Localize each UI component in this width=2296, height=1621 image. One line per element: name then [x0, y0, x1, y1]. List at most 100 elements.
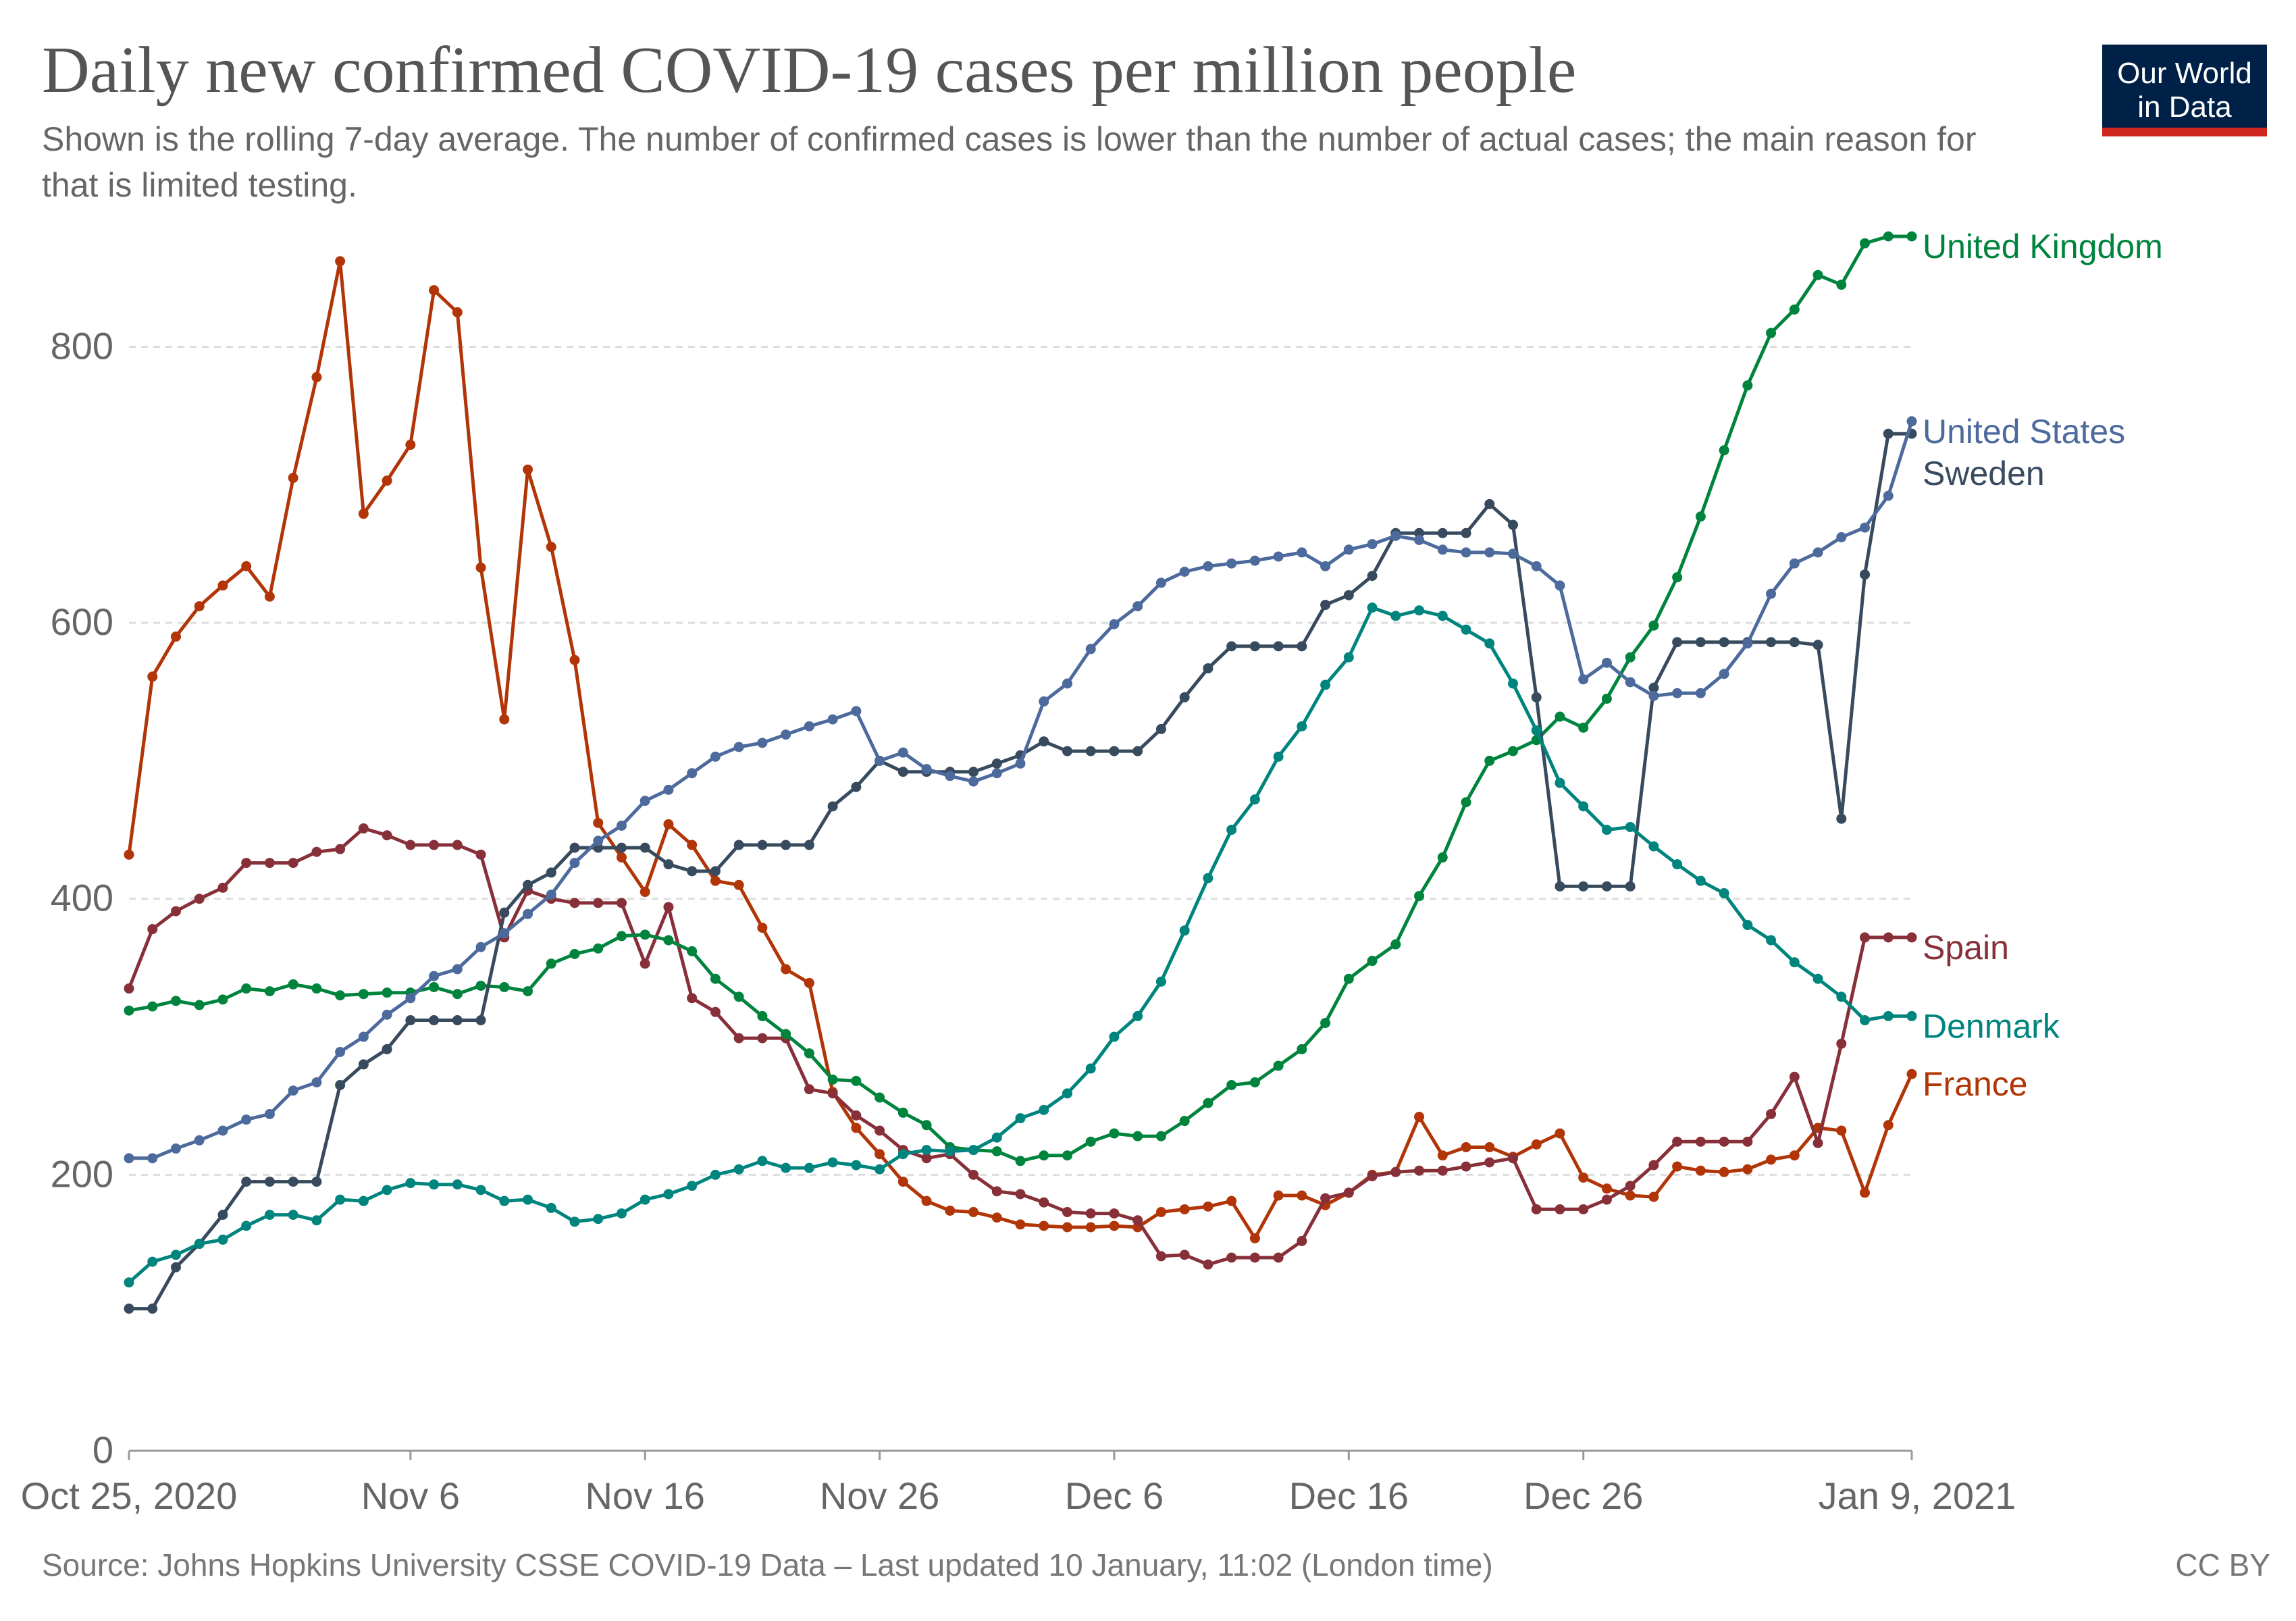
data-point-united-states[interactable] [1039, 696, 1049, 707]
data-point-denmark[interactable] [569, 1216, 580, 1227]
data-point-denmark[interactable] [1155, 976, 1166, 987]
data-point-sweden[interactable] [1766, 637, 1777, 648]
data-point-france[interactable] [1273, 1190, 1284, 1201]
data-point-france[interactable] [1531, 1139, 1542, 1150]
data-point-france[interactable] [499, 714, 510, 725]
data-point-spain[interactable] [1789, 1071, 1800, 1082]
data-point-france[interactable] [429, 285, 440, 296]
data-point-united-states[interactable] [1343, 544, 1354, 555]
data-point-united-kingdom[interactable] [1132, 1131, 1143, 1141]
data-point-france[interactable] [1155, 1207, 1166, 1218]
data-point-spain[interactable] [1367, 1170, 1378, 1181]
data-point-sweden[interactable] [1320, 600, 1331, 611]
data-point-united-states[interactable] [1789, 558, 1800, 569]
data-point-denmark[interactable] [827, 1157, 838, 1168]
data-point-spain[interactable] [1507, 1153, 1518, 1164]
series-spain[interactable] [124, 823, 1917, 1270]
data-point-france[interactable] [1578, 1172, 1589, 1183]
data-point-united-states[interactable] [991, 768, 1002, 779]
data-point-sweden[interactable] [687, 866, 698, 877]
data-point-united-states[interactable] [1836, 532, 1847, 542]
data-point-united-states[interactable] [452, 964, 463, 975]
data-point-france[interactable] [1085, 1222, 1096, 1233]
data-point-sweden[interactable] [1155, 723, 1166, 734]
data-point-france[interactable] [1015, 1219, 1026, 1230]
data-point-france[interactable] [1883, 1120, 1894, 1131]
data-point-sweden[interactable] [546, 867, 556, 878]
data-point-sweden[interactable] [1109, 746, 1120, 756]
data-point-united-states[interactable] [1109, 619, 1120, 629]
data-point-france[interactable] [170, 632, 181, 642]
data-point-united-states[interactable] [781, 729, 791, 740]
data-point-united-kingdom[interactable] [991, 1146, 1002, 1157]
data-point-spain[interactable] [1531, 1204, 1542, 1214]
data-point-united-states[interactable] [1555, 580, 1565, 591]
data-point-france[interactable] [1695, 1165, 1706, 1176]
data-point-sweden[interactable] [757, 840, 768, 850]
data-point-denmark[interactable] [405, 1178, 416, 1189]
data-point-spain[interactable] [827, 1088, 838, 1099]
data-point-united-states[interactable] [1812, 547, 1823, 558]
data-point-united-kingdom[interactable] [499, 981, 510, 992]
data-point-spain[interactable] [804, 1084, 814, 1095]
data-point-denmark[interactable] [1648, 841, 1659, 852]
data-point-france[interactable] [1249, 1233, 1260, 1243]
data-point-sweden[interactable] [1625, 881, 1636, 892]
data-point-spain[interactable] [288, 858, 298, 869]
data-point-united-kingdom[interactable] [1085, 1136, 1096, 1147]
data-point-france[interactable] [804, 977, 814, 988]
data-point-france[interactable] [1062, 1222, 1072, 1233]
data-point-united-kingdom[interactable] [1367, 956, 1378, 967]
data-point-united-states[interactable] [1015, 758, 1026, 769]
data-point-united-kingdom[interactable] [1766, 328, 1777, 338]
data-point-united-kingdom[interactable] [897, 1107, 908, 1118]
data-point-sweden[interactable] [170, 1262, 181, 1272]
data-point-united-states[interactable] [1578, 674, 1589, 685]
data-point-spain[interactable] [569, 898, 580, 908]
data-point-sweden[interactable] [1789, 637, 1800, 648]
data-point-sweden[interactable] [1836, 813, 1847, 824]
data-point-france[interactable] [1719, 1166, 1729, 1177]
data-point-denmark[interactable] [170, 1250, 181, 1260]
data-point-united-kingdom[interactable] [382, 987, 392, 998]
data-point-united-states[interactable] [1203, 561, 1214, 571]
data-point-united-states[interactable] [827, 714, 838, 725]
data-point-spain[interactable] [382, 830, 392, 841]
data-point-denmark[interactable] [1343, 652, 1354, 663]
data-point-united-kingdom[interactable] [170, 996, 181, 1006]
data-point-sweden[interactable] [781, 840, 791, 850]
data-point-united-states[interactable] [875, 755, 885, 766]
data-point-spain[interactable] [1812, 1137, 1823, 1148]
data-point-spain[interactable] [1672, 1136, 1683, 1147]
data-point-denmark[interactable] [1437, 611, 1448, 621]
data-point-denmark[interactable] [523, 1194, 533, 1205]
data-point-france[interactable] [241, 561, 252, 571]
data-point-sweden[interactable] [288, 1177, 298, 1187]
data-point-united-states[interactable] [968, 776, 979, 787]
data-point-sweden[interactable] [452, 1015, 463, 1026]
data-point-united-states[interactable] [593, 835, 604, 846]
data-point-france[interactable] [1226, 1195, 1237, 1206]
data-point-france[interactable] [569, 654, 580, 665]
data-point-spain[interactable] [1155, 1251, 1166, 1262]
data-point-sweden[interactable] [1179, 692, 1190, 702]
data-point-united-states[interactable] [851, 706, 862, 717]
data-point-spain[interactable] [1578, 1204, 1589, 1214]
data-point-united-kingdom[interactable] [147, 1001, 158, 1012]
data-point-france[interactable] [124, 849, 134, 860]
data-point-united-kingdom[interactable] [1601, 693, 1612, 704]
data-point-denmark[interactable] [921, 1145, 932, 1156]
data-point-france[interactable] [264, 591, 275, 602]
data-point-united-kingdom[interactable] [1320, 1018, 1331, 1029]
series-line-united-kingdom[interactable] [128, 234, 1912, 1163]
data-point-united-states[interactable] [710, 751, 721, 762]
data-point-denmark[interactable] [1203, 873, 1214, 883]
data-point-united-kingdom[interactable] [1155, 1131, 1166, 1141]
data-point-spain[interactable] [311, 846, 322, 857]
data-point-united-states[interactable] [1625, 677, 1636, 688]
data-point-denmark[interactable] [710, 1169, 721, 1180]
data-point-spain[interactable] [875, 1125, 885, 1136]
data-point-denmark[interactable] [264, 1210, 275, 1220]
data-point-united-kingdom[interactable] [875, 1092, 885, 1103]
data-point-sweden[interactable] [241, 1177, 252, 1187]
